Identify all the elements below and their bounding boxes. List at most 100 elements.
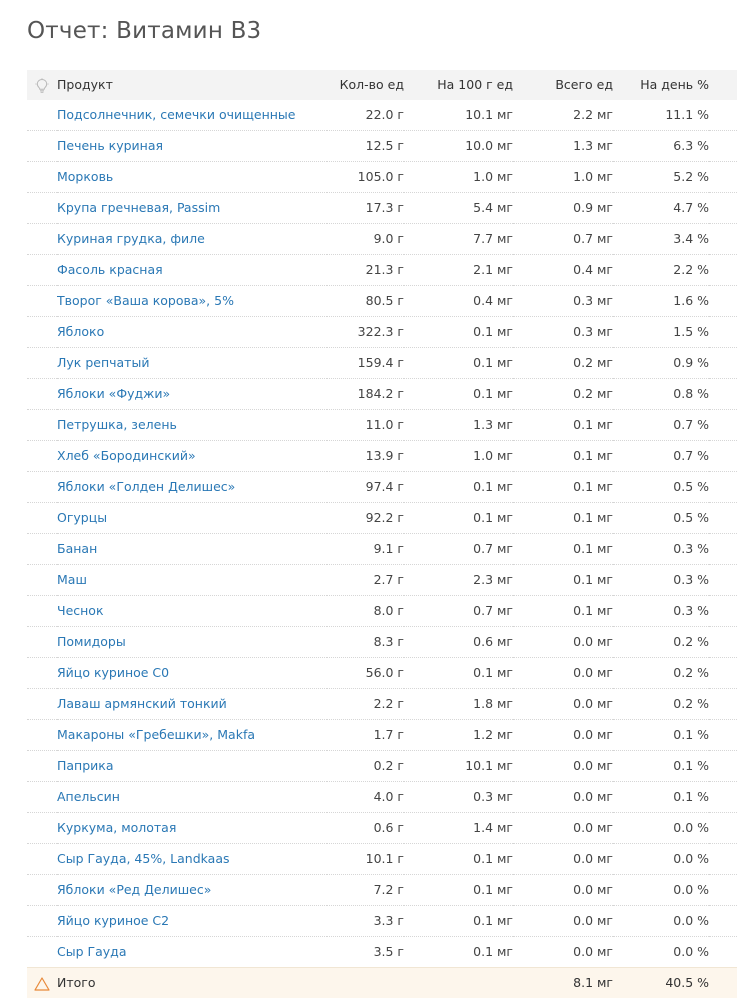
row-spacer-cell (27, 131, 57, 162)
per-day-cell: 0.0 % (613, 813, 709, 844)
per-day-cell: 0.3 % (613, 565, 709, 596)
total-cell: 0.1 мг (513, 534, 613, 565)
qty-cell: 3.5 г (327, 937, 404, 968)
product-link[interactable]: Яблоко (57, 324, 104, 339)
page-title: Отчет: Витамин В3 (27, 18, 261, 44)
total-cell: 0.7 мг (513, 224, 613, 255)
qty-cell: 13.9 г (327, 441, 404, 472)
product-cell: Банан (57, 534, 327, 565)
qty-cell: 22.0 г (327, 100, 404, 131)
product-link[interactable]: Петрушка, зелень (57, 417, 177, 432)
product-link[interactable]: Хлеб «Бородинский» (57, 448, 196, 463)
per100-cell: 0.1 мг (404, 937, 513, 968)
per100-cell: 0.1 мг (404, 906, 513, 937)
product-link[interactable]: Маш (57, 572, 87, 587)
product-link[interactable]: Фасоль красная (57, 262, 163, 277)
product-cell: Подсолнечник, семечки очищенные (57, 100, 327, 131)
per100-cell: 0.6 мг (404, 627, 513, 658)
table-header: Продукт Кол-во ед На 100 г ед Всего ед Н… (27, 70, 737, 100)
total-cell: 1.0 мг (513, 162, 613, 193)
total-cell: 0.2 мг (513, 348, 613, 379)
product-link[interactable]: Огурцы (57, 510, 107, 525)
table-footer: Итого 8.1 мг 40.5 % (27, 968, 737, 998)
product-link[interactable]: Яблоки «Ред Делишес» (57, 882, 211, 897)
product-link[interactable]: Яблоки «Фуджи» (57, 386, 170, 401)
product-link[interactable]: Крупа гречневая, Passim (57, 200, 220, 215)
col-header-product[interactable]: Продукт (57, 70, 327, 100)
per-day-cell: 0.0 % (613, 937, 709, 968)
product-link[interactable]: Макароны «Гребешки», Makfa (57, 727, 255, 742)
row-spacer-cell (27, 813, 57, 844)
row-spacer-cell (27, 472, 57, 503)
per-day-cell: 5.2 % (613, 162, 709, 193)
product-link[interactable]: Яйцо куриное С2 (57, 913, 169, 928)
row-spacer-cell (27, 441, 57, 472)
qty-cell: 0.6 г (327, 813, 404, 844)
product-link[interactable]: Банан (57, 541, 97, 556)
row-spacer-cell (27, 627, 57, 658)
qty-cell: 10.1 г (327, 844, 404, 875)
per100-cell: 7.7 мг (404, 224, 513, 255)
total-per100-cell (404, 968, 513, 998)
per100-cell: 2.1 мг (404, 255, 513, 286)
row-spacer-cell (27, 162, 57, 193)
row-pad-cell (709, 534, 737, 565)
col-header-per-day[interactable]: На день % (613, 70, 709, 100)
product-link[interactable]: Печень куриная (57, 138, 163, 153)
row-spacer-cell (27, 658, 57, 689)
product-link[interactable]: Куркума, молотая (57, 820, 176, 835)
row-pad-cell (709, 596, 737, 627)
product-link[interactable]: Яйцо куриное С0 (57, 665, 169, 680)
product-cell: Чеснок (57, 596, 327, 627)
row-spacer-cell (27, 286, 57, 317)
per100-cell: 1.8 мг (404, 689, 513, 720)
per100-cell: 0.1 мг (404, 317, 513, 348)
row-spacer-cell (27, 751, 57, 782)
per100-cell: 0.7 мг (404, 596, 513, 627)
product-link[interactable]: Куриная грудка, филе (57, 231, 205, 246)
row-spacer-cell (27, 410, 57, 441)
product-cell: Творог «Ваша корова», 5% (57, 286, 327, 317)
qty-cell: 11.0 г (327, 410, 404, 441)
per100-cell: 1.0 мг (404, 162, 513, 193)
row-spacer-cell (27, 875, 57, 906)
row-pad-cell (709, 286, 737, 317)
per100-cell: 1.2 мг (404, 720, 513, 751)
qty-cell: 322.3 г (327, 317, 404, 348)
product-link[interactable]: Творог «Ваша корова», 5% (57, 293, 234, 308)
product-link[interactable]: Сыр Гауда, 45%, Landkaas (57, 851, 230, 866)
product-link[interactable]: Яблоки «Голден Делишес» (57, 479, 235, 494)
qty-cell: 12.5 г (327, 131, 404, 162)
per-day-cell: 0.1 % (613, 720, 709, 751)
qty-cell: 2.2 г (327, 689, 404, 720)
product-link[interactable]: Лаваш армянский тонкий (57, 696, 227, 711)
col-header-qty[interactable]: Кол-во ед (327, 70, 404, 100)
col-header-per100[interactable]: На 100 г ед (404, 70, 513, 100)
per-day-cell: 0.2 % (613, 658, 709, 689)
row-pad-cell (709, 658, 737, 689)
product-link[interactable]: Паприка (57, 758, 114, 773)
per-day-cell: 0.0 % (613, 906, 709, 937)
product-link[interactable]: Помидоры (57, 634, 126, 649)
product-link[interactable]: Сыр Гауда (57, 944, 127, 959)
product-link[interactable]: Морковь (57, 169, 113, 184)
col-header-total[interactable]: Всего ед (513, 70, 613, 100)
total-cell: 0.0 мг (513, 906, 613, 937)
product-link[interactable]: Подсолнечник, семечки очищенные (57, 107, 295, 122)
product-link[interactable]: Апельсин (57, 789, 120, 804)
per100-cell: 10.1 мг (404, 751, 513, 782)
product-link[interactable]: Чеснок (57, 603, 104, 618)
product-link[interactable]: Лук репчатый (57, 355, 149, 370)
total-cell: 0.4 мг (513, 255, 613, 286)
total-cell: 0.0 мг (513, 813, 613, 844)
row-pad-cell (709, 627, 737, 658)
